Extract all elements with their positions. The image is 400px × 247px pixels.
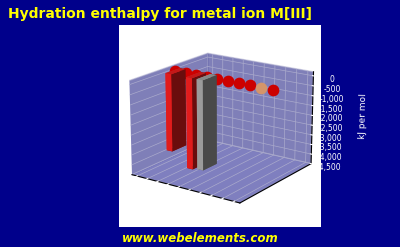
Text: Hydration enthalpy for metal ion M[III]: Hydration enthalpy for metal ion M[III] [8, 7, 312, 21]
Text: www.webelements.com: www.webelements.com [122, 231, 278, 245]
